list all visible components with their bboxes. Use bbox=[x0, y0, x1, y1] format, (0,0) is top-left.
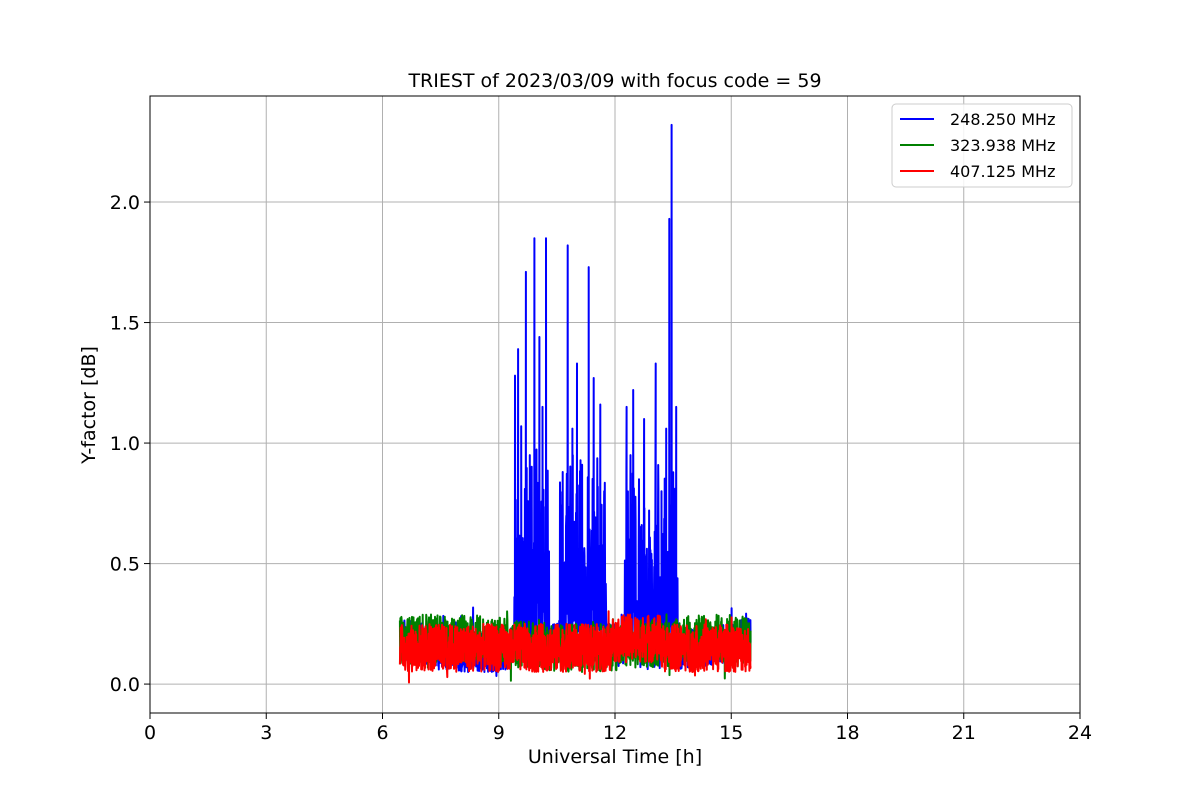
y-tick-label: 1.0 bbox=[110, 433, 140, 455]
x-tick-label: 18 bbox=[835, 722, 859, 744]
legend-label: 407.125 MHz bbox=[950, 162, 1055, 181]
legend: 248.250 MHz 323.938 MHz 407.125 MHz bbox=[891, 103, 1073, 188]
legend-box bbox=[891, 103, 1073, 188]
x-tick-label: 0 bbox=[144, 722, 156, 744]
y-axis-label: Y-factor [dB] bbox=[78, 346, 100, 465]
x-tick-label: 15 bbox=[719, 722, 743, 744]
x-tick-label: 21 bbox=[952, 722, 976, 744]
x-axis-ticks: 0 3 6 9 12 15 18 21 24 bbox=[144, 713, 1092, 744]
series-layer bbox=[398, 123, 752, 684]
y-tick-label: 0.0 bbox=[110, 674, 140, 696]
chart-title: TRIEST of 2023/03/09 with focus code = 5… bbox=[407, 70, 821, 92]
x-tick-label: 12 bbox=[603, 722, 627, 744]
series-line-2 bbox=[398, 610, 752, 684]
y-tick-label: 1.5 bbox=[110, 313, 140, 335]
legend-label: 323.938 MHz bbox=[950, 136, 1055, 155]
x-axis-label: Universal Time [h] bbox=[528, 746, 702, 768]
y-tick-label: 0.5 bbox=[110, 554, 140, 576]
x-tick-label: 9 bbox=[493, 722, 505, 744]
legend-label: 248.250 MHz bbox=[950, 110, 1055, 129]
y-tick-label: 2.0 bbox=[110, 192, 140, 214]
x-tick-label: 6 bbox=[376, 722, 388, 744]
x-tick-label: 3 bbox=[260, 722, 272, 744]
x-tick-label: 24 bbox=[1068, 722, 1092, 744]
y-axis-ticks: 0.0 0.5 1.0 1.5 2.0 bbox=[110, 192, 150, 696]
